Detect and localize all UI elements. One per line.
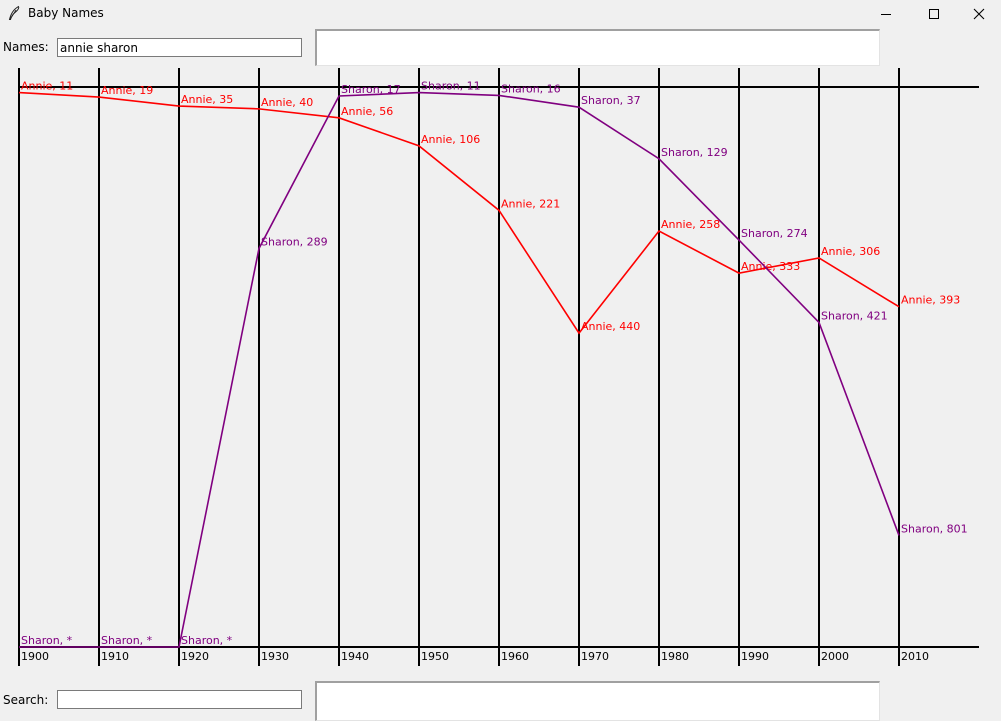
decade-label: 1960 [501,650,529,663]
sharon-rank-label: Sharon, 16 [501,82,561,95]
annie-rank-label: Annie, 393 [901,294,960,307]
annie-rank-label: Annie, 35 [181,93,233,106]
names-input[interactable] [57,38,302,57]
annie-rank-label: Annie, 40 [261,96,313,109]
close-icon [973,8,985,20]
names-label: Names: [3,40,49,54]
decade-label: 1930 [261,650,289,663]
close-button[interactable] [956,0,1001,28]
annie-rank-label: Annie, 56 [341,105,393,118]
decade-label: 1900 [21,650,49,663]
decade-label: 1950 [421,650,449,663]
decade-label: 1990 [741,650,769,663]
sharon-rank-label: Sharon, 289 [261,235,328,248]
baby-names-graph: 1900 1910 1920 1930 1940 1950 1960 1970 1980 1990… [18,68,979,666]
decade-label: 1970 [581,650,609,663]
sharon-rank-label: Sharon, * [21,634,73,647]
minimize-button[interactable] [863,0,909,28]
decade-label: 2000 [821,650,849,663]
maximize-icon [929,9,939,19]
annie-rank-label: Annie, 440 [581,320,640,333]
search-label: Search: [3,693,49,707]
annie-rank-label: Annie, 106 [421,133,480,146]
sharon-rank-label: Sharon, 421 [821,309,888,322]
decade-label: 1980 [661,650,689,663]
annie-rank-label: Annie, 333 [741,260,800,273]
annie-series-line [18,91,900,335]
sharon-rank-label: Sharon, 274 [741,227,808,240]
annie-rank-label: Annie, 11 [21,80,73,93]
minimize-icon [881,14,891,15]
sharon-series-line [19,91,900,648]
sharon-rank-label: Sharon, 17 [341,83,401,96]
sharon-rank-label: Sharon, * [181,634,233,647]
sharon-rank-label: Sharon, 37 [581,94,641,107]
decade-label: 1920 [181,650,209,663]
annie-rank-label: Annie, 258 [661,218,720,231]
sharon-rank-label: Sharon, 129 [661,146,728,159]
window-title: Baby Names [28,6,104,20]
annie-rank-label: Annie, 221 [501,197,560,210]
search-input[interactable] [57,690,302,709]
maximize-button[interactable] [911,0,957,28]
annie-rank-label: Annie, 19 [101,84,153,97]
annie-rank-label: Annie, 306 [821,245,880,258]
decade-label: 2010 [901,650,929,663]
feather-icon [8,5,20,20]
sharon-rank-label: Sharon, * [101,634,153,647]
search-output-box [315,681,880,721]
names-output-box [315,29,880,66]
decade-label: 1910 [101,650,129,663]
title-bar: Baby Names [0,0,1001,28]
sharon-rank-label: Sharon, 11 [421,80,481,93]
decade-label: 1940 [341,650,369,663]
sharon-rank-label: Sharon, 801 [901,522,968,535]
